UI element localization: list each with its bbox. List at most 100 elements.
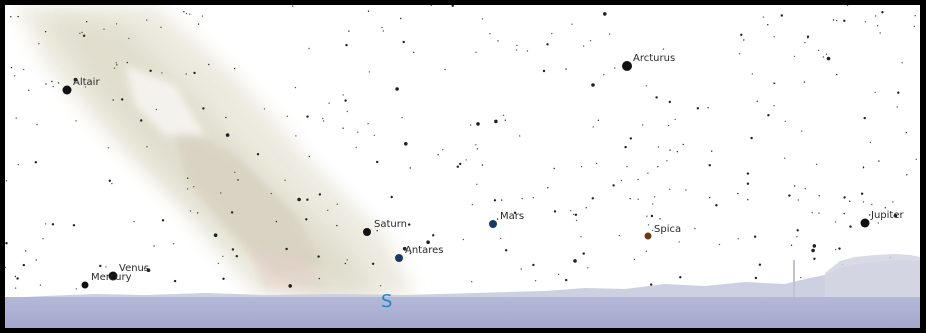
celestial-objects[interactable]: Altair Arcturus Saturn Mars Antares Spica Jupi… <box>62 53 905 289</box>
faint-star <box>793 55 796 58</box>
altair-marker[interactable] <box>62 85 72 95</box>
horizon-landscape <box>5 254 920 328</box>
faint-star <box>737 238 739 240</box>
faint-star <box>682 143 684 146</box>
faint-star <box>230 211 234 214</box>
faint-star <box>143 268 146 270</box>
faint-star <box>161 72 163 74</box>
faint-star <box>186 188 189 190</box>
faint-star <box>185 12 188 15</box>
faint-star <box>292 5 294 7</box>
celestial-object-arcturus[interactable]: Arcturus <box>622 53 675 71</box>
faint-star <box>645 85 647 87</box>
faint-star <box>751 73 753 75</box>
faint-star <box>807 37 809 39</box>
faint-star <box>849 225 852 228</box>
faint-star <box>647 172 649 174</box>
faint-star <box>346 259 348 261</box>
faint-star <box>197 23 200 25</box>
faint-star <box>45 223 47 225</box>
faint-star <box>402 246 407 251</box>
faint-star <box>573 213 575 216</box>
celestial-object-venus[interactable]: Venus <box>108 263 150 281</box>
faint-star <box>99 264 102 268</box>
faint-star <box>612 184 615 187</box>
faint-star <box>295 135 297 137</box>
faint-star <box>803 81 806 83</box>
faint-star <box>220 192 222 194</box>
faint-star <box>14 275 17 278</box>
faint-star <box>328 102 330 104</box>
celestial-object-saturn[interactable]: Saturn <box>363 219 407 236</box>
faint-star <box>513 211 517 214</box>
celestial-object-mars[interactable]: Mars <box>489 211 524 228</box>
faint-star <box>318 277 320 280</box>
faint-star <box>504 119 506 121</box>
faint-star <box>515 49 518 51</box>
faint-star <box>409 252 412 255</box>
faint-star <box>222 277 225 280</box>
faint-star <box>322 117 324 120</box>
faint-star <box>17 163 19 166</box>
sky-view[interactable]: Altair Arcturus Saturn Mars Antares Spica Jupi… <box>5 5 920 328</box>
celestial-object-antares[interactable]: Antares <box>395 245 443 262</box>
faint-star <box>892 201 894 203</box>
saturn-marker[interactable] <box>363 228 371 236</box>
mars-marker[interactable] <box>489 220 497 228</box>
faint-star <box>235 255 238 258</box>
faint-star <box>496 218 499 220</box>
celestial-object-spica[interactable]: Spica <box>644 224 682 240</box>
faint-star <box>233 67 236 70</box>
faint-star <box>905 131 907 134</box>
faint-star <box>526 50 529 52</box>
antares-marker[interactable] <box>395 254 403 262</box>
faint-star <box>493 199 497 202</box>
faint-star <box>5 180 8 182</box>
faint-star <box>822 56 825 58</box>
faint-star <box>73 77 78 82</box>
faint-star <box>36 123 38 126</box>
sky-chart[interactable]: Altair Arcturus Saturn Mars Antares Spica Jupi… <box>5 5 920 328</box>
faint-star <box>462 238 464 241</box>
faint-star <box>75 120 77 122</box>
faint-star <box>868 214 871 216</box>
faint-star <box>647 224 650 226</box>
faint-star <box>173 279 177 283</box>
celestial-object-mercury[interactable]: Mercury <box>81 272 132 289</box>
faint-star <box>788 194 791 197</box>
faint-star <box>875 15 877 17</box>
faint-star <box>637 198 639 200</box>
celestial-object-jupiter[interactable]: Jupiter <box>860 210 905 228</box>
faint-star <box>183 11 185 13</box>
faint-star <box>595 162 598 165</box>
faint-star <box>133 221 135 223</box>
celestial-object-altair[interactable]: Altair <box>62 77 101 95</box>
faint-star <box>146 146 148 148</box>
faint-star <box>222 255 224 258</box>
faint-star <box>668 100 671 104</box>
faint-star <box>519 135 521 137</box>
faint-star <box>685 189 687 191</box>
faint-star <box>746 182 750 185</box>
faint-star <box>696 107 699 110</box>
mercury-marker[interactable] <box>81 281 89 289</box>
mars-label: Mars <box>500 211 524 222</box>
faint-star <box>288 284 293 288</box>
jupiter-marker[interactable] <box>860 218 870 228</box>
faint-star <box>475 51 477 53</box>
faint-star <box>573 259 577 263</box>
arcturus-marker[interactable] <box>622 61 632 71</box>
faint-star <box>811 248 815 253</box>
venus-marker[interactable] <box>108 271 118 281</box>
faint-star <box>901 62 903 64</box>
faint-star <box>597 119 600 122</box>
faint-star <box>650 214 654 218</box>
faint-star <box>79 32 81 35</box>
faint-star <box>570 210 572 212</box>
faint-star <box>521 197 523 200</box>
faint-star <box>111 182 113 185</box>
faint-star <box>629 137 632 140</box>
spica-marker[interactable] <box>644 232 652 240</box>
faint-star <box>5 242 8 245</box>
